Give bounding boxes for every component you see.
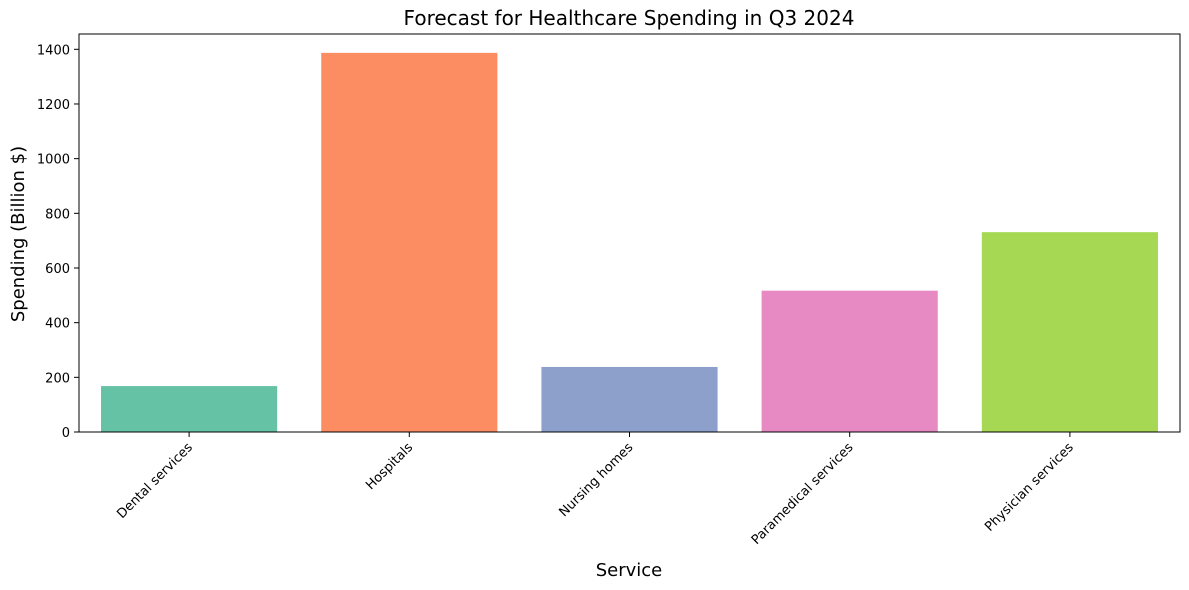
x-tick-label: Dental services <box>114 440 196 522</box>
x-axis-title: Service <box>596 560 663 581</box>
bar-nursing-homes <box>541 366 718 432</box>
x-tick-label: Hospitals <box>363 440 416 493</box>
x-tick-label: Nursing homes <box>556 440 636 520</box>
bar-paramedical-services <box>761 290 938 432</box>
bar-dental-services <box>101 386 278 432</box>
y-tick-label: 1400 <box>37 43 70 58</box>
chart-title: Forecast for Healthcare Spending in Q3 2… <box>404 6 855 30</box>
y-tick-label: 800 <box>45 207 70 222</box>
x-tick-label: Physician services <box>982 440 1077 535</box>
bar-physician-services <box>981 232 1158 432</box>
y-tick-label: 400 <box>45 317 70 332</box>
y-tick-label: 600 <box>45 262 70 277</box>
bars-group <box>101 52 1158 432</box>
x-tick-label: Paramedical services <box>749 440 857 548</box>
y-axis-title: Spending (Billion $) <box>8 146 29 322</box>
bar-hospitals <box>321 52 498 432</box>
y-tick-label: 1200 <box>37 98 70 113</box>
y-tick-label: 0 <box>62 426 70 441</box>
y-tick-label: 200 <box>45 371 70 386</box>
x-axis: Dental services Hospitals Nursing homes Par… <box>114 432 1077 548</box>
y-tick-label: 1000 <box>37 153 70 168</box>
plot-area-frame <box>78 33 1181 433</box>
y-axis: 0 200 400 600 800 1000 1200 1400 <box>37 43 79 441</box>
